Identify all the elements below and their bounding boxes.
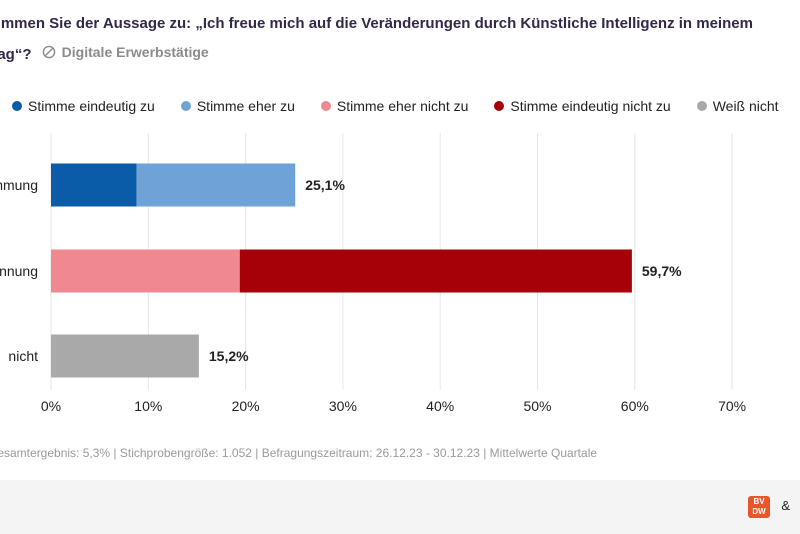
logo-text-bottom: DW: [752, 507, 766, 516]
x-tick-label: 30%: [329, 398, 357, 414]
subtitle-text: Digitale Erwerbstätige: [61, 44, 209, 60]
legend-swatch: [494, 101, 505, 111]
x-tick-label: 10%: [134, 398, 162, 414]
legend-swatch: [696, 101, 707, 111]
legend-item[interactable]: Weiß nicht: [696, 98, 779, 114]
legend-label: Stimme eindeutig zu: [28, 98, 155, 114]
legend-item[interactable]: Stimme eindeutig nicht zu: [494, 98, 671, 114]
chart-title-line-2-text: lltag“?: [0, 46, 32, 63]
subtitle: Digitale Erwerbstätige: [42, 44, 209, 60]
chart-title-line-2: lltag“? Digitale Erwerbstätige: [0, 44, 209, 63]
legend-label: Stimme eher zu: [196, 98, 295, 114]
legend-item[interactable]: Stimme eindeutig zu: [12, 98, 155, 114]
legend-label: Stimme eher nicht zu: [336, 98, 469, 114]
x-tick-label: 20%: [232, 398, 260, 414]
legend-swatch: [12, 101, 22, 111]
legend-swatch: [320, 101, 331, 111]
footer: [0, 480, 800, 534]
category-label: nicht: [8, 348, 38, 364]
bar-segment: [51, 334, 199, 378]
legend-label: Weiß nicht: [712, 98, 779, 114]
legend-label: Stimme eindeutig nicht zu: [510, 98, 671, 114]
brand-logo[interactable]: BV DW: [748, 496, 770, 518]
bar-total-label: 15,2%: [209, 348, 249, 364]
bar-segment: [51, 249, 240, 293]
bar-segment: [239, 249, 632, 293]
x-tick-label: 60%: [621, 398, 649, 414]
bar-segment: [51, 163, 137, 207]
category-label: mmung: [0, 177, 38, 193]
legend-item[interactable]: Stimme eher nicht zu: [320, 98, 469, 114]
logo-text-top: BV: [753, 497, 765, 506]
no-filter-icon: [42, 45, 55, 59]
x-tick-label: 50%: [523, 398, 551, 414]
legend-item[interactable]: Stimme eher zu: [180, 98, 295, 114]
footer-ampersand: &: [781, 498, 790, 513]
x-tick-label: 70%: [718, 398, 746, 414]
chart-legend: Stimme eindeutig zu Stimme eher zu Stimm…: [12, 98, 800, 114]
legend-swatch: [180, 101, 191, 111]
bar-total-label: 59,7%: [642, 263, 682, 279]
x-tick-label: 0%: [41, 398, 61, 414]
bar-segment: [136, 163, 296, 207]
bar-total-label: 25,1%: [305, 177, 345, 193]
x-tick-label: 40%: [426, 398, 454, 414]
category-label: nnung: [0, 263, 38, 279]
footnote: er Gesamtergebnis: 5,3% | Stichprobengrö…: [0, 446, 598, 460]
bar-chart: 0% 10% 20% 30% 40% 50% 60% 70% mmung nnung nicht 25…: [0, 133, 746, 414]
chart-title-line-1: it stimmen Sie der Aussage zu: „Ich freu…: [0, 15, 753, 32]
